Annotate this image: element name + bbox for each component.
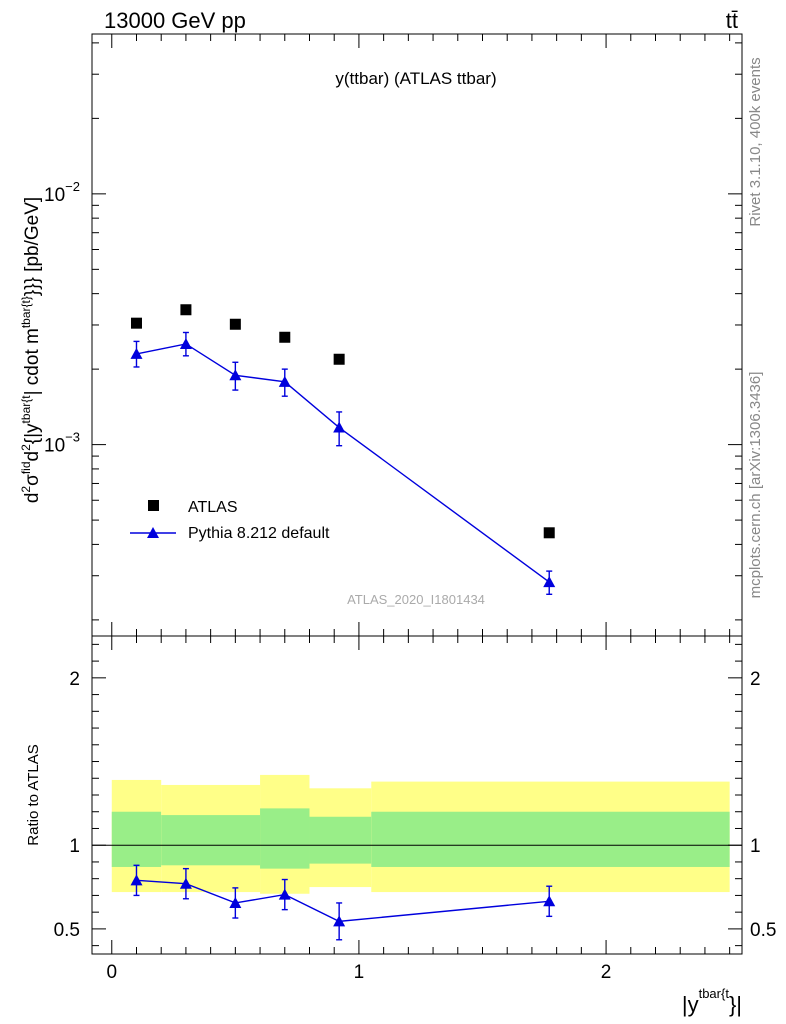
- pythia-data-point: [278, 375, 291, 387]
- plot-title: y(ttbar) (ATLAS ttbar): [335, 69, 496, 88]
- ratio-uncertainty-bands: [92, 774, 742, 894]
- ylabel-y: {|y: [22, 423, 43, 444]
- ylabel-tbar2: tbar{t}: [19, 296, 33, 328]
- legend-marker-atlas: [148, 500, 159, 511]
- y-tick-label: 10−2: [44, 179, 80, 206]
- ratio-pythia-point: [333, 915, 346, 927]
- x-tick-label: 0: [106, 962, 117, 983]
- legend-marker-pythia: [147, 527, 159, 538]
- pythia-data-point: [229, 369, 242, 381]
- y-tick-exponent: −2: [65, 179, 80, 194]
- main-y-axis: 10−210−3: [44, 42, 742, 621]
- green-band-bin: [260, 808, 310, 869]
- ratio-pythia-point: [543, 895, 556, 907]
- ratio-x-axis: 0 1 2: [106, 636, 731, 983]
- pythia-data-point: [130, 347, 143, 359]
- xlabel-close: }|: [729, 992, 742, 1017]
- ratio-panel: 0.5 0.5 1 1 2 2 0 1 2: [54, 635, 776, 983]
- main-panel: 10−210−3 y(ttbar) (ATLAS ttbar) ATLAS_20…: [44, 33, 743, 637]
- ylabel-d-den: d: [22, 451, 43, 462]
- ratio-pythia-point: [278, 888, 291, 900]
- analysis-id-label: ATLAS_2020_I1801434: [347, 592, 485, 607]
- main-x-axis: [111, 34, 731, 636]
- mcplots-label: mcplots.cern.ch [arXiv:1306.3436]: [747, 372, 764, 599]
- ylabel-sup2-den: 2: [19, 444, 33, 451]
- green-band-bin: [161, 815, 261, 866]
- y-tick-base: 10: [44, 436, 65, 457]
- ratio-y-tick-label-right: 2: [750, 669, 761, 690]
- atlas-data-point: [543, 527, 555, 539]
- green-band-bin: [111, 811, 162, 867]
- main-series-layer: [130, 304, 556, 595]
- pythia-data-point: [333, 421, 346, 433]
- atlas-data-point: [180, 304, 192, 316]
- main-frame: [91, 33, 743, 637]
- process-label: 13000 GeV pp: [104, 8, 246, 33]
- ratio-pythia-point: [130, 874, 143, 886]
- legend: ATLAS Pythia 8.212 default: [130, 499, 330, 542]
- final-state-label: tt̄: [726, 8, 738, 33]
- y-tick-label: 10−3: [44, 430, 80, 457]
- ratio-series-layer: [130, 864, 556, 941]
- rivet-info-label: Rivet 3.1.10, 400k events: [747, 57, 764, 226]
- ylabel-fid: fid: [19, 461, 33, 474]
- pythia-data-point: [179, 337, 192, 349]
- green-band-bin: [371, 811, 730, 867]
- y-tick-base: 10: [44, 185, 65, 206]
- ratio-pythia-point: [179, 877, 192, 889]
- ratio-pythia-point: [229, 896, 242, 908]
- ylabel-sup2: 2: [19, 486, 33, 493]
- ratio-y-tick-label-right: 1: [750, 836, 761, 857]
- xlabel-sup: tbar{t: [699, 986, 730, 1001]
- main-y-axis-title: d2σfidd2{|ytbar{t| cdot mtbar{t}}}} [pb/…: [19, 197, 43, 503]
- ylabel-tbar: tbar{t: [19, 395, 33, 424]
- ratio-y-tick-label-left: 1: [69, 836, 80, 857]
- ratio-y-axis: 0.5 0.5 1 1 2 2: [54, 643, 776, 947]
- ratio-pythia-line: [136, 879, 550, 923]
- x-tick-label: 1: [354, 962, 365, 983]
- legend-label-pythia: Pythia 8.212 default: [188, 525, 330, 542]
- atlas-data-point: [279, 331, 291, 343]
- ratio-y-tick-label-left: 2: [69, 669, 80, 690]
- ratio-y-tick-label-left: 0.5: [54, 920, 80, 941]
- pythia-data-point: [543, 576, 556, 588]
- y-tick-exponent: −3: [65, 430, 80, 445]
- xlabel-y: |y: [682, 992, 699, 1017]
- x-axis-title: |ytbar{t}|: [682, 986, 742, 1017]
- atlas-data-point: [130, 317, 142, 329]
- green-band-bin: [309, 816, 372, 864]
- ylabel-rest: | cdot m: [22, 328, 43, 395]
- ratio-y-axis-title: Ratio to ATLAS: [25, 744, 42, 845]
- atlas-data-point: [333, 353, 345, 365]
- ylabel-text: d2σfidd2{|ytbar{t| cdot mtbar{t}}}} [pb/…: [19, 197, 43, 503]
- atlas-data-point: [229, 318, 241, 330]
- ratio-frame: [91, 635, 743, 955]
- ylabel-tail: }}} [pb/GeV]: [22, 197, 43, 296]
- legend-label-atlas: ATLAS: [188, 499, 238, 516]
- x-tick-label: 2: [601, 962, 612, 983]
- ylabel-sigma: σ: [22, 474, 43, 486]
- pythia-line: [136, 343, 550, 583]
- ylabel-d: d: [22, 493, 43, 504]
- ratio-y-tick-label-right: 0.5: [750, 920, 776, 941]
